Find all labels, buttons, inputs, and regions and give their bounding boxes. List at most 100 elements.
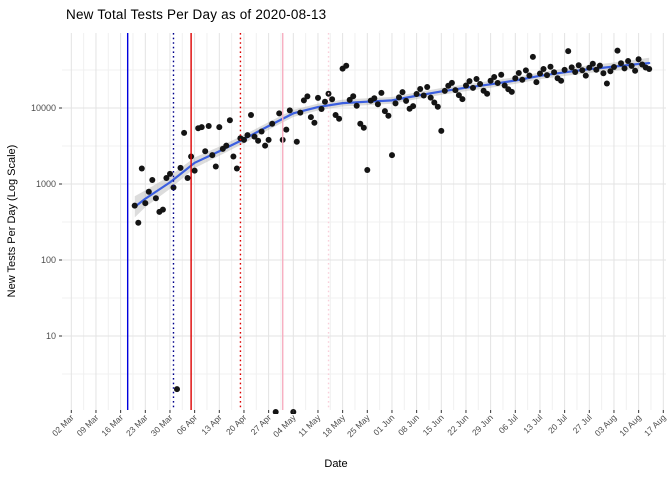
data-point: [565, 48, 572, 55]
x-tick-label: 13 Apr: [199, 412, 224, 437]
data-point: [350, 93, 357, 100]
data-point: [491, 74, 498, 80]
data-point: [145, 188, 152, 195]
x-tick-label: 22 Jun: [445, 412, 470, 437]
data-point: [586, 64, 593, 71]
data-point: [360, 124, 367, 131]
data-point: [420, 92, 427, 99]
data-point: [399, 89, 406, 96]
data-point: [167, 170, 173, 177]
data-point: [529, 53, 536, 60]
data-point: [646, 66, 653, 72]
data-point: [473, 76, 480, 82]
data-point: [618, 60, 624, 67]
data-point: [628, 62, 635, 69]
data-point: [508, 88, 515, 95]
data-point: [494, 80, 501, 86]
data-point: [621, 65, 628, 72]
y-axis-title: New Tests Per Day (Log Scale): [6, 144, 18, 298]
data-point: [466, 78, 473, 85]
data-point: [233, 165, 240, 172]
data-point: [272, 409, 279, 414]
data-point: [593, 66, 600, 73]
y-tick-label: 10: [46, 331, 56, 341]
data-point: [596, 62, 603, 69]
data-point: [522, 67, 529, 74]
data-point: [537, 70, 543, 77]
x-tick-label: 10 Aug: [617, 412, 643, 438]
data-point: [297, 109, 304, 116]
y-tick-label: 1000: [36, 179, 56, 189]
data-point: [251, 133, 258, 140]
data-point: [396, 94, 402, 101]
data-point: [547, 63, 554, 70]
x-tick-label: 27 Apr: [249, 412, 274, 437]
data-point: [441, 87, 448, 94]
data-point: [561, 66, 568, 73]
data-point: [283, 126, 290, 133]
x-tick-label: 25 May: [345, 412, 372, 439]
x-tick-label: 29 Jun: [470, 412, 495, 437]
data-point: [216, 124, 223, 131]
data-point: [307, 114, 314, 121]
data-point: [318, 106, 325, 112]
data-point: [448, 79, 455, 86]
data-point: [142, 200, 149, 207]
data-point: [544, 72, 550, 79]
data-point: [332, 112, 339, 118]
data-point: [589, 60, 596, 67]
x-tick-label: 23 Mar: [124, 412, 150, 438]
data-point: [371, 95, 378, 102]
data-point: [431, 99, 438, 106]
data-point: [452, 87, 459, 94]
data-point: [611, 64, 617, 70]
data-point: [244, 132, 251, 139]
x-tick-label: 01 Jun: [371, 412, 396, 437]
data-point: [152, 195, 159, 202]
data-point: [392, 100, 399, 107]
x-tick-label: 16 Mar: [99, 412, 125, 438]
data-point: [311, 119, 318, 126]
data-point: [403, 97, 410, 104]
data-point: [198, 124, 205, 131]
data-point: [131, 202, 138, 209]
x-tick-label: 17 Aug: [642, 412, 668, 438]
data-point: [533, 79, 540, 86]
data-point: [463, 82, 469, 89]
data-point: [410, 103, 417, 110]
data-point: [455, 92, 462, 99]
data-point: [603, 80, 610, 87]
data-point: [353, 102, 360, 109]
data-point: [551, 69, 558, 76]
data-point: [417, 86, 424, 92]
data-point: [265, 136, 272, 143]
data-point: [149, 177, 156, 183]
data-point: [438, 127, 445, 134]
x-tick-label: 20 Jul: [546, 412, 569, 435]
data-point: [209, 152, 216, 159]
gridlines: [62, 33, 666, 410]
data-point: [230, 153, 237, 160]
data-point: [329, 96, 336, 103]
data-point: [174, 386, 180, 393]
data-point: [600, 70, 607, 77]
data-point: [300, 97, 307, 104]
data-point: [484, 90, 491, 97]
data-point: [322, 98, 328, 105]
data-point: [181, 129, 188, 136]
data-point: [607, 68, 614, 75]
data-point: [582, 72, 589, 79]
data-point: [293, 138, 300, 145]
data-point: [579, 67, 586, 74]
event-vlines: [126, 33, 330, 410]
data-point: [487, 77, 494, 84]
x-tick-label: 03 Aug: [593, 412, 619, 438]
y-tick-label: 100: [41, 255, 56, 265]
data-point: [614, 47, 621, 54]
x-tick-label: 09 Mar: [75, 412, 101, 438]
data-point: [212, 163, 219, 170]
data-point: [159, 206, 166, 213]
x-tick-label: 27 Jul: [571, 412, 594, 435]
